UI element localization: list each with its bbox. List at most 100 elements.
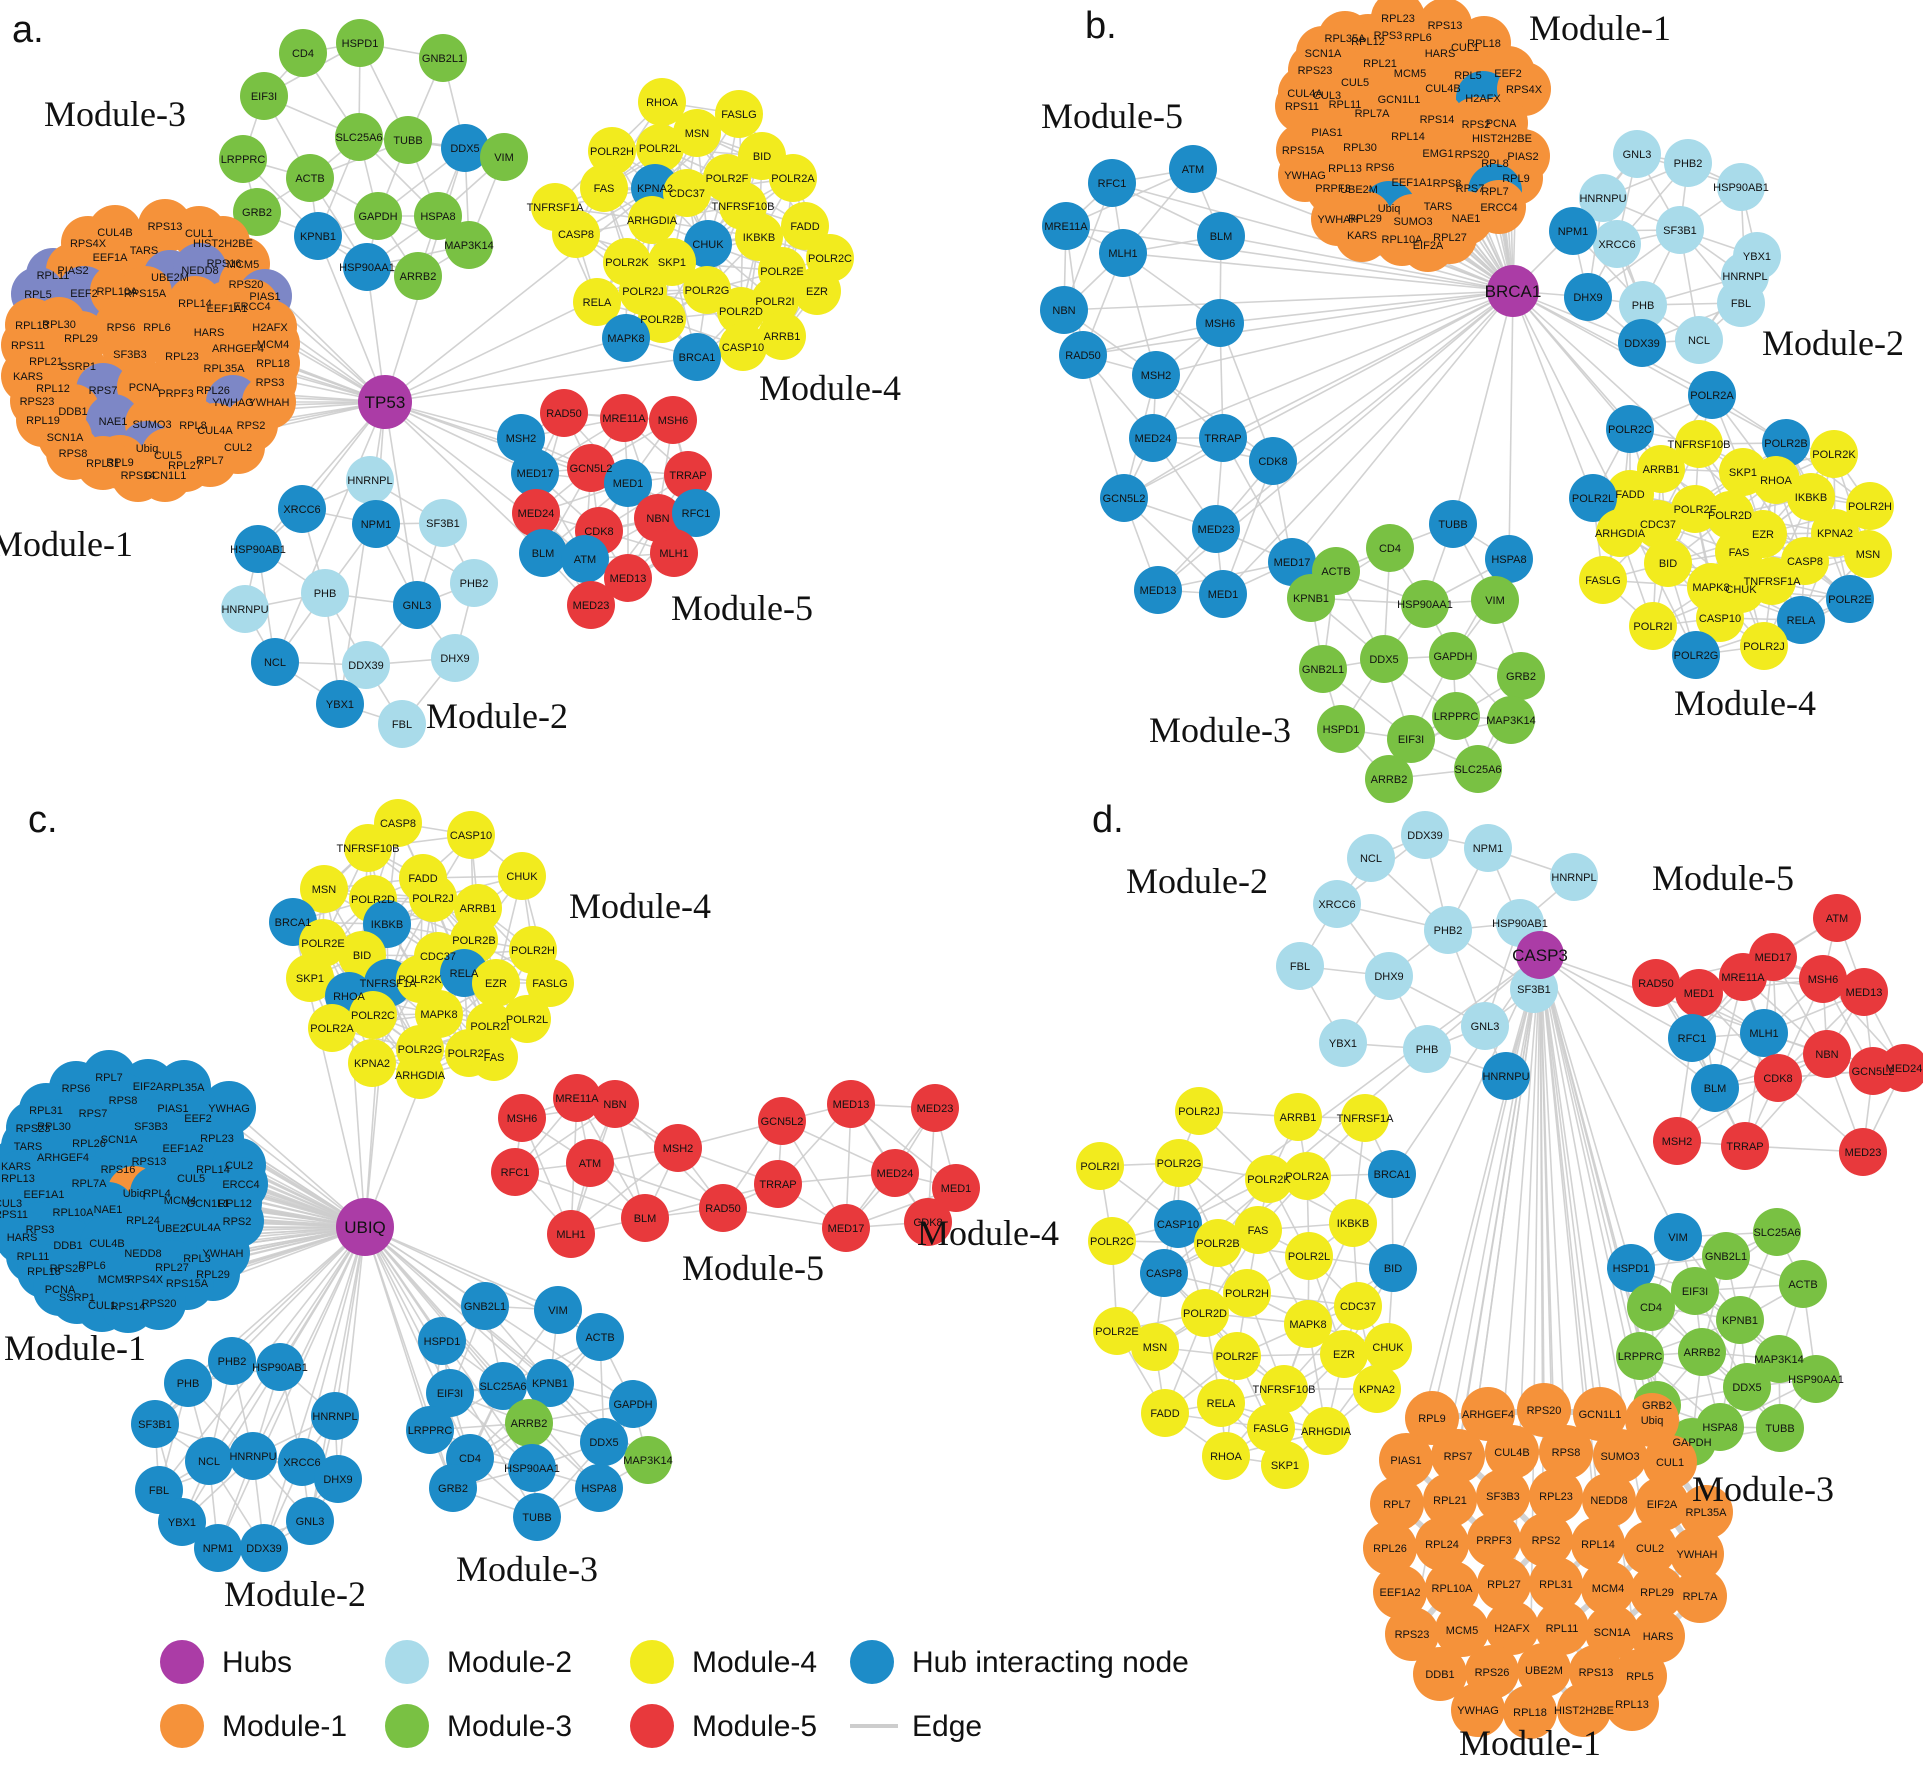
protein-node: [1535, 1601, 1589, 1655]
protein-node: [409, 874, 457, 922]
panel-c: CASP8 CASP10 TNFRSF10B FADD CHUK MSN POLR2D POL…: [0, 799, 980, 1614]
protein-node: [673, 109, 721, 157]
protein-node-label: RPS6: [1366, 162, 1395, 174]
protein-node-label: EZR: [1333, 1349, 1355, 1361]
protein-node-label: RPL9: [1418, 1413, 1446, 1425]
protein-node: [349, 991, 397, 1039]
protein-node-label: RPL31: [86, 458, 120, 470]
protein-node-label: PHB: [314, 588, 337, 600]
protein-node: [1679, 1485, 1733, 1539]
protein-node-label: KARS: [1, 1161, 31, 1173]
protein-node-label: YBX1: [1329, 1038, 1357, 1050]
protein-node-label: LRPPRC: [1618, 1351, 1663, 1363]
protein-node-label: FASLG: [532, 978, 567, 990]
protein-node-label: TNFRSF1A: [1337, 1113, 1395, 1125]
protein-node-label: EIF3I: [1682, 1286, 1708, 1298]
protein-node-label: RPS7: [89, 385, 118, 397]
protein-node-label: MAPK8: [607, 333, 644, 345]
protein-node-label: RPL11: [37, 270, 70, 282]
protein-node: [414, 192, 462, 240]
protein-node: [1573, 1387, 1627, 1441]
protein-node: [426, 1369, 474, 1417]
protein-node-label: RPS23: [16, 1123, 51, 1135]
protein-node: [1431, 1429, 1485, 1483]
protein-node-label: EEF2: [70, 288, 98, 300]
protein-node: [1223, 1269, 1271, 1317]
protein-node-label: POLR2H: [1848, 501, 1892, 513]
protein-node-label: ATM: [1182, 164, 1204, 176]
protein-node-label: POLR2I: [1633, 621, 1672, 633]
protein-node-label: NAE1: [94, 1204, 123, 1216]
protein-node-label: ARHGDIA: [1595, 528, 1646, 540]
protein-node: [664, 451, 712, 499]
protein-node-label: RPS26: [50, 1263, 85, 1275]
protein-node-label: CUL4A: [185, 1222, 221, 1234]
protein-node-label: FASLG: [721, 109, 756, 121]
protein-node-label: POLR2J: [412, 893, 454, 905]
protein-node-label: RPL35A: [164, 1082, 206, 1094]
protein-node-label: MSN: [312, 884, 337, 896]
protein-node-label: SUMO3: [1600, 1451, 1639, 1463]
protein-node: [208, 1337, 256, 1385]
protein-node: [1429, 632, 1477, 680]
legend-swatch: [385, 1640, 429, 1684]
hub-edge: [1177, 954, 1541, 1225]
protein-node-label: MED17: [828, 1223, 865, 1235]
protein-node-label: MED23: [573, 600, 610, 612]
protein-node: [1299, 645, 1347, 693]
protein-node: [1088, 159, 1136, 207]
protein-node: [758, 1097, 806, 1145]
hub-edge: [228, 1107, 366, 1228]
protein-node-label: RPL12: [36, 383, 70, 395]
protein-node: [1569, 474, 1617, 522]
protein-node-label: PCNA: [129, 382, 160, 394]
protein-node: [1366, 524, 1414, 572]
protein-node: [1415, 1517, 1469, 1571]
protein-node: [1373, 1565, 1427, 1619]
protein-node-label: MED1: [613, 478, 644, 490]
protein-node-label: RPL7: [196, 455, 224, 467]
protein-node-label: EIF2A: [1413, 240, 1444, 252]
protein-node-label: BLM: [1210, 231, 1233, 243]
protein-node-label: MAPK8: [1692, 582, 1729, 594]
protein-node-label: CUL5: [154, 450, 182, 462]
protein-node-label: CUL5: [177, 1173, 205, 1185]
protein-node-label: MLH1: [1108, 248, 1137, 260]
protein-node-label: MCM5: [1394, 68, 1426, 80]
protein-node-label: KPNA2: [354, 1058, 390, 1070]
protein-node-label: Ubiq: [1378, 203, 1401, 215]
protein-node-label: POLR2J: [622, 286, 664, 298]
protein-node-label: SSRP1: [60, 361, 96, 373]
protein-node: [1268, 538, 1316, 586]
protein-node: [526, 959, 574, 1007]
protein-node: [719, 323, 767, 371]
protein-node-label: RPS20: [142, 1298, 177, 1310]
protein-node: [1529, 1557, 1583, 1611]
protein-node: [1717, 279, 1765, 327]
protein-node-label: CUL1: [1451, 42, 1479, 54]
protein-node-label: RHOA: [646, 97, 678, 109]
protein-node-label: RPL18: [27, 1266, 61, 1278]
protein-node: [1199, 570, 1247, 618]
protein-node-label: YBX1: [168, 1517, 196, 1529]
protein-node-label: SF3B3: [134, 1121, 168, 1133]
protein-node-label: CASP8: [1787, 556, 1823, 568]
hub-edge: [1272, 290, 1514, 462]
hub-edge: [364, 1226, 600, 1489]
protein-node: [1503, 1685, 1557, 1739]
protein-node-label: CASP8: [558, 229, 594, 241]
protein-node: [1425, 1561, 1479, 1615]
protein-node-label: RPS2: [1532, 1535, 1561, 1547]
legend: Hubs Module-2 Module-4 Hub interacting node…: [160, 1640, 1189, 1748]
protein-node-label: RPL7: [1383, 1499, 1411, 1511]
protein-node: [336, 19, 384, 67]
protein-node-label: HNRNPU: [221, 604, 268, 616]
protein-node-label: RPL14: [178, 298, 212, 310]
protein-node-label: GCN5L2: [1852, 1066, 1895, 1078]
protein-node-label: RPL14: [196, 1164, 230, 1176]
node-layer: [1076, 811, 1923, 1739]
protein-node-label: CUL4B: [97, 227, 132, 239]
panel-a: CD4 HSPD1 GNB2L1 EIF3I SLC25A6 TUBB DDX5 VIM LRP…: [0, 9, 901, 748]
protein-node: [1260, 1365, 1308, 1413]
protein-node: [1715, 528, 1763, 576]
